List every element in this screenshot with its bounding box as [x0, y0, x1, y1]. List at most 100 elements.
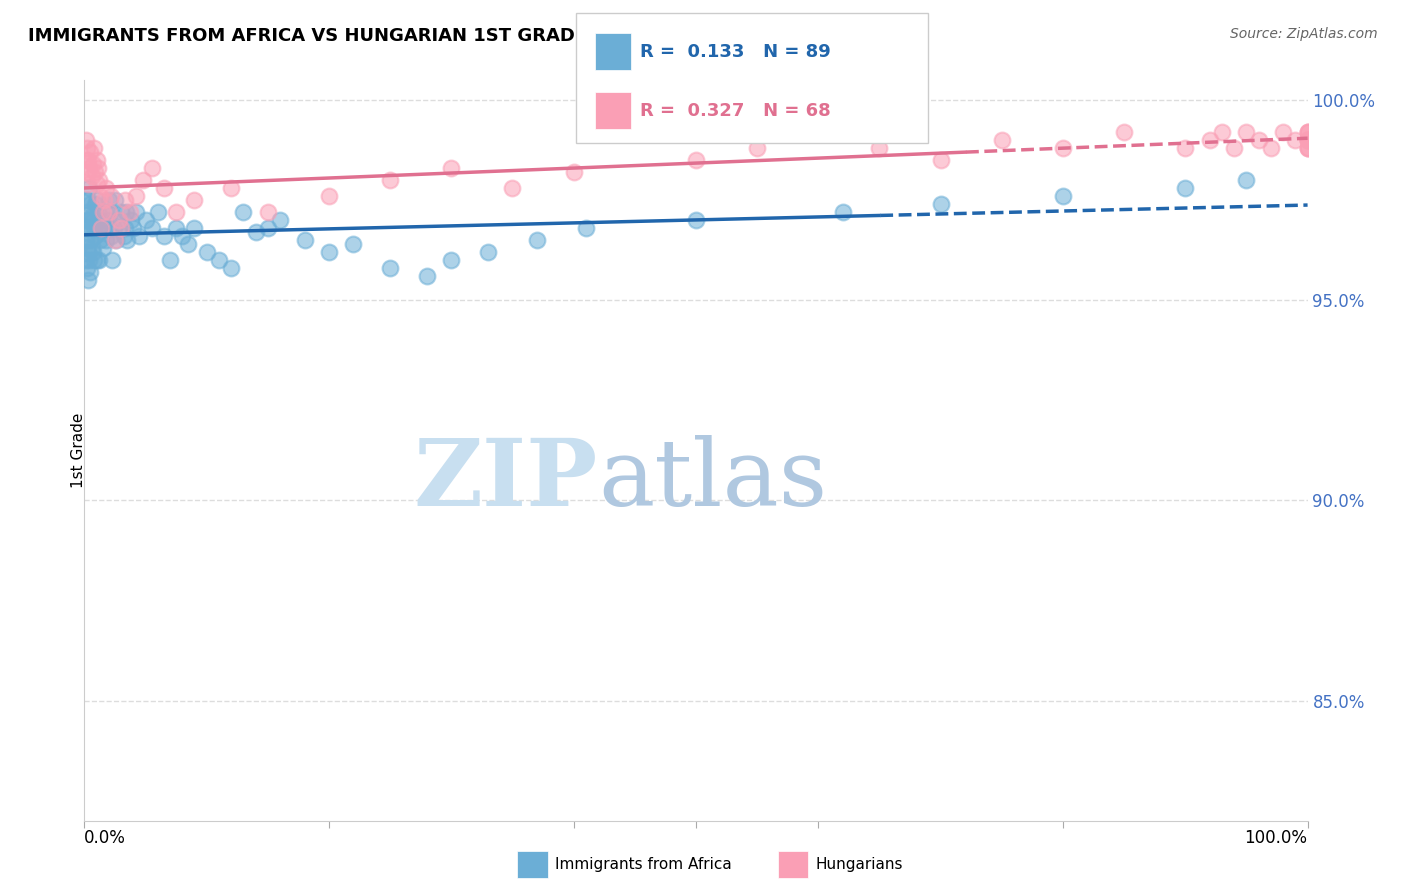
Point: [177, 237, 200, 252]
Point: [1198, 133, 1220, 147]
Point: [86, 253, 108, 268]
Y-axis label: 1st Grade: 1st Grade: [72, 413, 86, 488]
Point: [245, 225, 267, 239]
Point: [125, 205, 148, 219]
Point: [1284, 133, 1306, 147]
Point: [1247, 133, 1270, 147]
Point: [76, 205, 98, 219]
Point: [153, 229, 176, 244]
Point: [75, 253, 97, 268]
Text: Source: ZipAtlas.com: Source: ZipAtlas.com: [1230, 27, 1378, 41]
Point: [122, 221, 145, 235]
Point: [118, 205, 141, 219]
Point: [104, 194, 127, 208]
Point: [1211, 125, 1233, 139]
Point: [75, 221, 97, 235]
Point: [97, 221, 120, 235]
Point: [165, 221, 187, 235]
Point: [1236, 125, 1258, 139]
Point: [380, 261, 402, 276]
Point: [929, 197, 952, 211]
Point: [1296, 125, 1319, 139]
Point: [195, 245, 218, 260]
Text: atlas: atlas: [598, 435, 827, 525]
Point: [86, 178, 108, 192]
Point: [165, 205, 187, 219]
Point: [86, 153, 108, 168]
Point: [562, 165, 585, 179]
Text: 100.0%: 100.0%: [1244, 829, 1308, 847]
Point: [1052, 189, 1074, 203]
Point: [183, 221, 205, 235]
Point: [82, 157, 104, 171]
Point: [77, 161, 100, 176]
Point: [110, 205, 132, 219]
Point: [1296, 133, 1319, 147]
Point: [257, 221, 280, 235]
Point: [141, 221, 163, 235]
Text: ZIP: ZIP: [413, 435, 598, 525]
Point: [112, 229, 135, 244]
Point: [80, 169, 103, 184]
Text: Hungarians: Hungarians: [815, 857, 903, 871]
Point: [91, 241, 114, 255]
Point: [87, 161, 110, 176]
Point: [77, 194, 100, 208]
Point: [87, 225, 110, 239]
Point: [82, 213, 104, 227]
Text: 0.0%: 0.0%: [84, 829, 127, 847]
Point: [125, 189, 148, 203]
Point: [831, 205, 853, 219]
Point: [807, 125, 830, 139]
Point: [86, 194, 108, 208]
Point: [76, 225, 98, 239]
Point: [1296, 133, 1319, 147]
Point: [96, 233, 118, 247]
Point: [76, 165, 98, 179]
Point: [77, 181, 100, 195]
Point: [153, 181, 176, 195]
Point: [1052, 141, 1074, 155]
Point: [318, 245, 340, 260]
Point: [1296, 141, 1319, 155]
Point: [440, 161, 463, 176]
Point: [80, 210, 103, 224]
Point: [76, 241, 98, 255]
Point: [1223, 141, 1246, 155]
Point: [77, 178, 100, 192]
Point: [991, 133, 1014, 147]
Point: [294, 233, 316, 247]
Point: [84, 197, 107, 211]
Point: [257, 205, 280, 219]
Point: [77, 153, 100, 168]
Point: [269, 213, 291, 227]
Point: [146, 205, 169, 219]
Point: [89, 233, 111, 247]
Point: [83, 253, 105, 268]
Point: [75, 233, 97, 247]
Text: R =  0.327   N = 68: R = 0.327 N = 68: [640, 102, 831, 120]
Point: [90, 213, 112, 227]
Point: [107, 213, 129, 227]
Point: [416, 269, 439, 284]
Point: [75, 213, 97, 227]
Point: [84, 165, 107, 179]
Point: [342, 237, 364, 252]
Text: Immigrants from Africa: Immigrants from Africa: [555, 857, 733, 871]
Point: [747, 141, 769, 155]
Point: [87, 253, 110, 268]
Point: [526, 233, 548, 247]
Point: [82, 245, 104, 260]
Point: [84, 229, 107, 244]
Point: [380, 173, 402, 187]
Point: [1296, 141, 1319, 155]
Point: [1296, 125, 1319, 139]
Point: [79, 233, 101, 247]
Point: [114, 194, 136, 208]
Point: [75, 133, 97, 147]
Point: [132, 173, 155, 187]
Point: [1296, 133, 1319, 147]
Point: [1272, 125, 1295, 139]
Point: [96, 181, 118, 195]
Point: [93, 194, 115, 208]
